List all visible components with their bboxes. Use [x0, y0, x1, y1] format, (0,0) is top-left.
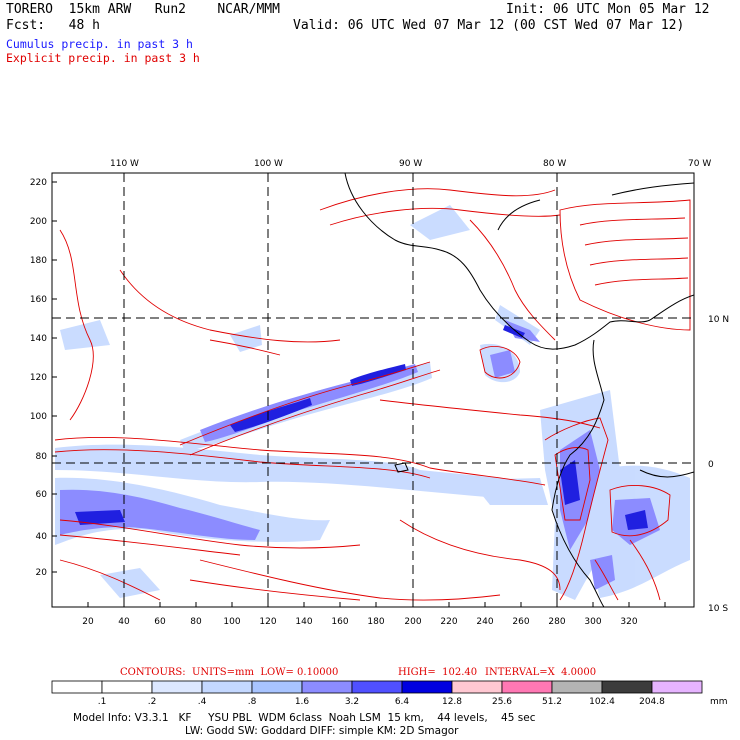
contour-interval: INTERVAL=X 4.0000	[485, 667, 597, 678]
colorbar-label: .1	[98, 697, 107, 707]
y-tick: 140	[30, 334, 47, 344]
colorbar: .1 .2 .4 .8 1.6 3.2 6.4 12.8 25.6 51.2 102.4 204.8 m…	[51, 680, 728, 707]
colorbar-label: 1.6	[295, 697, 310, 707]
x-tick-marks	[87, 602, 666, 607]
contour-units: CONTOURS: UNITS=mm LOW= 0.10000	[120, 667, 339, 678]
lon-label: 90 W	[399, 159, 422, 169]
colorbar-label: 12.8	[442, 697, 462, 707]
model-info: Model Info: V3.3.1 KF YSU PBL WDM 6class…	[73, 712, 536, 724]
x-tick: 260	[512, 617, 529, 627]
y-tick-marks	[52, 181, 57, 573]
latlon-grid	[52, 173, 694, 607]
colorbar-swatch	[151, 680, 203, 694]
init-time: Init: 06 UTC Mon 05 Mar 12	[506, 2, 710, 17]
y-axis-ticks: 20 40 60 80 100 120 140 160 180 200 220	[30, 178, 47, 578]
colorbar-label: 3.2	[345, 697, 359, 707]
colorbar-swatch	[251, 680, 303, 694]
colorbar-swatch	[601, 680, 653, 694]
colorbar-swatch	[401, 680, 453, 694]
y-tick: 180	[30, 256, 47, 266]
longitude-labels: 110 W 100 W 90 W 80 W 70 W	[110, 159, 711, 169]
colorbar-label: 6.4	[395, 697, 410, 707]
x-tick: 140	[295, 617, 312, 627]
precip-field	[54, 188, 691, 601]
lat-label: 10 N	[708, 315, 729, 325]
colorbar-swatch	[101, 680, 153, 694]
physics-info: LW: Godd SW: Goddard DIFF: simple KM: 2D…	[185, 725, 459, 737]
lat-label: 10 S	[708, 604, 728, 614]
x-tick: 300	[584, 617, 601, 627]
coastline	[344, 173, 694, 607]
x-tick: 60	[154, 617, 166, 627]
x-axis-ticks: 20 40 60 80 100 120 140 160 180 200 220 …	[82, 617, 638, 627]
lon-label: 110 W	[110, 159, 139, 169]
colorbar-label: .2	[148, 697, 157, 707]
y-tick: 220	[30, 178, 47, 188]
colorbar-swatch	[451, 680, 503, 694]
colorbar-label: 51.2	[542, 697, 562, 707]
x-tick: 240	[476, 617, 493, 627]
lon-label: 100 W	[254, 159, 283, 169]
lon-label: 80 W	[543, 159, 566, 169]
x-tick: 220	[440, 617, 457, 627]
colorbar-label: 102.4	[589, 697, 615, 707]
lon-label: 70 W	[688, 159, 711, 169]
y-tick: 200	[30, 217, 47, 227]
colorbar-swatch	[551, 680, 603, 694]
y-tick: 100	[30, 412, 47, 422]
colorbar-swatch	[501, 680, 553, 694]
y-tick: 80	[36, 452, 48, 462]
colorbar-label: .4	[198, 697, 207, 707]
lat-label: 0	[708, 460, 714, 470]
x-tick: 40	[118, 617, 130, 627]
y-tick: 120	[30, 373, 47, 383]
cumulus-legend: Cumulus precip. in past 3 h	[6, 37, 193, 51]
x-tick: 280	[548, 617, 565, 627]
colorbar-swatch	[301, 680, 353, 694]
y-tick: 20	[36, 568, 48, 578]
x-tick: 80	[190, 617, 202, 627]
colorbar-swatch	[51, 680, 103, 694]
x-tick: 160	[331, 617, 348, 627]
contour-high: HIGH= 102.40	[398, 667, 478, 678]
x-tick: 120	[259, 617, 276, 627]
latitude-labels: 10 N 0 10 S	[708, 315, 729, 614]
colorbar-unit: mm	[710, 697, 728, 707]
x-tick: 200	[404, 617, 421, 627]
x-tick: 20	[82, 617, 94, 627]
y-tick: 160	[30, 295, 47, 305]
colorbar-label: 204.8	[639, 697, 665, 707]
forecast-hour: Fcst: 48 h	[6, 18, 100, 33]
colorbar-swatch	[651, 680, 703, 694]
colorbar-label: 25.6	[492, 697, 512, 707]
colorbar-swatch	[201, 680, 253, 694]
colorbar-label: .8	[248, 697, 257, 707]
x-tick: 100	[223, 617, 240, 627]
explicit-legend: Explicit precip. in past 3 h	[6, 51, 200, 65]
x-tick: 180	[367, 617, 384, 627]
model-run-title: TORERO 15km ARW Run2 NCAR/MMM	[6, 2, 280, 17]
x-tick: 320	[620, 617, 637, 627]
map-frame	[51, 172, 695, 608]
y-tick: 60	[36, 490, 48, 500]
y-tick: 40	[36, 532, 48, 542]
valid-time: Valid: 06 UTC Wed 07 Mar 12 (00 CST Wed …	[293, 18, 685, 33]
colorbar-swatch	[351, 680, 403, 694]
